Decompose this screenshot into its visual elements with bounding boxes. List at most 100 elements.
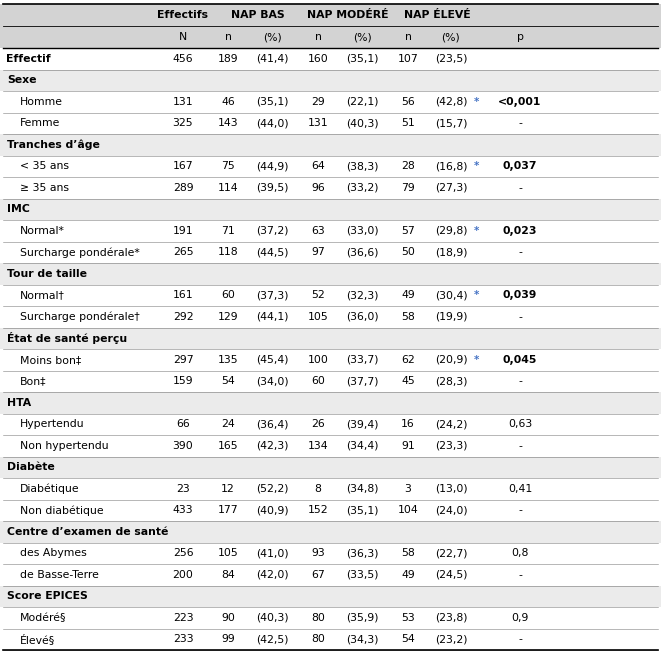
Text: Effectifs: Effectifs <box>157 10 208 20</box>
Text: (19,9): (19,9) <box>435 312 467 322</box>
Text: (35,1): (35,1) <box>346 505 378 515</box>
Text: 143: 143 <box>217 118 239 128</box>
Text: 28: 28 <box>401 161 415 171</box>
Text: (35,9): (35,9) <box>346 613 378 623</box>
Text: 24: 24 <box>221 420 235 430</box>
Bar <box>0 263 661 285</box>
Text: Homme: Homme <box>20 97 63 107</box>
Text: Hypertendu: Hypertendu <box>20 420 85 430</box>
Text: 256: 256 <box>173 548 193 558</box>
Text: (37,7): (37,7) <box>346 376 378 386</box>
Text: -: - <box>518 183 522 193</box>
Text: 49: 49 <box>401 570 415 580</box>
Text: (34,0): (34,0) <box>256 376 288 386</box>
Text: 52: 52 <box>311 291 325 300</box>
Text: (36,0): (36,0) <box>346 312 378 322</box>
Text: Tour de taille: Tour de taille <box>7 269 87 279</box>
Text: IMC: IMC <box>7 204 30 214</box>
Bar <box>0 392 661 413</box>
Text: (42,0): (42,0) <box>256 570 288 580</box>
Text: (20,9): (20,9) <box>435 355 467 365</box>
Text: 131: 131 <box>173 97 193 107</box>
Text: 16: 16 <box>401 420 415 430</box>
Text: Diabétique: Diabétique <box>20 484 79 494</box>
Text: N: N <box>179 32 187 42</box>
Text: 105: 105 <box>307 312 329 322</box>
Text: 0,039: 0,039 <box>503 291 537 300</box>
Bar <box>0 327 661 349</box>
Text: 46: 46 <box>221 97 235 107</box>
Text: n: n <box>315 32 321 42</box>
Text: 64: 64 <box>311 161 325 171</box>
Text: 26: 26 <box>311 420 325 430</box>
Text: 80: 80 <box>311 613 325 623</box>
Text: Élevé§: Élevé§ <box>20 634 56 645</box>
Text: (32,3): (32,3) <box>346 291 378 300</box>
Text: 161: 161 <box>173 291 193 300</box>
Text: 0,8: 0,8 <box>512 548 529 558</box>
Text: Diabète: Diabète <box>7 462 55 472</box>
Text: 90: 90 <box>221 613 235 623</box>
Text: (16,8): (16,8) <box>435 161 467 171</box>
Text: 325: 325 <box>173 118 193 128</box>
Text: (34,3): (34,3) <box>346 634 378 644</box>
Text: (44,9): (44,9) <box>256 161 288 171</box>
Text: (%): (%) <box>262 32 282 42</box>
Text: n: n <box>225 32 231 42</box>
Text: 390: 390 <box>173 441 194 451</box>
Text: 114: 114 <box>217 183 239 193</box>
Text: -: - <box>518 505 522 515</box>
Text: NAP ÉLEVÉ: NAP ÉLEVÉ <box>404 10 471 20</box>
Text: 23: 23 <box>176 484 190 494</box>
Text: Moins bon‡: Moins bon‡ <box>20 355 81 365</box>
Text: 0,9: 0,9 <box>512 613 529 623</box>
Text: (23,8): (23,8) <box>435 613 467 623</box>
Text: (42,8): (42,8) <box>435 97 467 107</box>
Text: *: * <box>474 291 480 300</box>
Text: *: * <box>474 226 480 236</box>
Text: 29: 29 <box>311 97 325 107</box>
Text: 0,045: 0,045 <box>503 355 537 365</box>
Text: 456: 456 <box>173 53 193 63</box>
Text: 191: 191 <box>173 226 193 236</box>
Text: (44,1): (44,1) <box>256 312 288 322</box>
Text: 97: 97 <box>311 247 325 257</box>
Bar <box>0 521 661 542</box>
Text: *: * <box>474 97 480 107</box>
Text: (22,7): (22,7) <box>435 548 467 558</box>
Text: Surcharge pondérale*: Surcharge pondérale* <box>20 247 139 257</box>
Text: p: p <box>516 32 524 42</box>
Text: Bon‡: Bon‡ <box>20 376 46 386</box>
Text: Score EPICES: Score EPICES <box>7 591 88 601</box>
Text: -: - <box>518 312 522 322</box>
Text: (45,4): (45,4) <box>256 355 288 365</box>
Text: 165: 165 <box>217 441 239 451</box>
Bar <box>0 456 661 478</box>
Bar <box>0 134 661 156</box>
Bar <box>0 69 661 91</box>
Text: 297: 297 <box>173 355 193 365</box>
Text: 99: 99 <box>221 634 235 644</box>
Text: (44,0): (44,0) <box>256 118 288 128</box>
Text: 292: 292 <box>173 312 193 322</box>
Text: -: - <box>518 118 522 128</box>
Text: 58: 58 <box>401 548 415 558</box>
Text: (13,0): (13,0) <box>435 484 467 494</box>
Text: 189: 189 <box>217 53 239 63</box>
Text: Centre d’examen de santé: Centre d’examen de santé <box>7 527 169 537</box>
Text: 91: 91 <box>401 441 415 451</box>
Text: 62: 62 <box>401 355 415 365</box>
Text: 45: 45 <box>401 376 415 386</box>
Text: ≥ 35 ans: ≥ 35 ans <box>20 183 69 193</box>
Text: (52,2): (52,2) <box>256 484 288 494</box>
Text: de Basse-Terre: de Basse-Terre <box>20 570 99 580</box>
Text: 56: 56 <box>401 97 415 107</box>
Text: 265: 265 <box>173 247 193 257</box>
Text: (36,3): (36,3) <box>346 548 378 558</box>
Text: État de santé perçu: État de santé perçu <box>7 332 127 344</box>
Text: 79: 79 <box>401 183 415 193</box>
Text: 107: 107 <box>398 53 418 63</box>
Text: (33,2): (33,2) <box>346 183 378 193</box>
Bar <box>0 198 661 220</box>
Text: Non hypertendu: Non hypertendu <box>20 441 108 451</box>
